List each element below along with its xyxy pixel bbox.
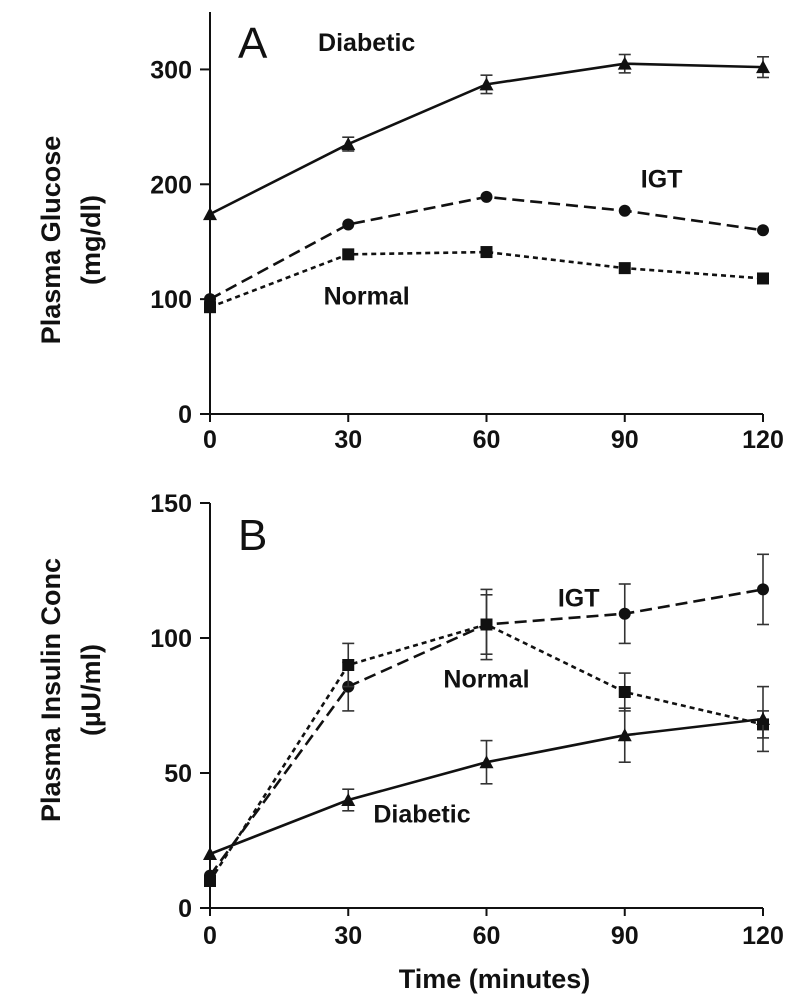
data-point <box>756 60 770 74</box>
data-point <box>203 847 217 860</box>
series-line <box>209 250 764 309</box>
y-tick-label: 200 <box>150 171 192 199</box>
data-point <box>756 712 770 725</box>
y-tick-label: 0 <box>178 401 192 429</box>
panel-a: 0 100 200 300 0 30 60 90 120 A Plasma Glucose (mg/d… <box>36 12 784 454</box>
series-normal: Normal <box>204 593 769 887</box>
panel-letter: A <box>238 19 268 68</box>
series-igt: IGT <box>204 166 769 306</box>
x-tick-label: 120 <box>742 922 784 950</box>
data-point <box>480 618 493 631</box>
series-label: IGT <box>558 585 600 613</box>
y-tick-label: 100 <box>150 625 192 653</box>
y-tick-label: 300 <box>150 56 192 84</box>
data-point <box>617 728 632 742</box>
x-tick-label: 90 <box>611 426 639 454</box>
series-label: Diabetic <box>318 29 415 57</box>
y-tick-label: 150 <box>150 490 192 518</box>
y-tick-label: 0 <box>178 895 192 923</box>
data-point <box>479 755 494 769</box>
y-axis-title: Plasma Glucose <box>36 136 66 345</box>
data-point <box>480 190 493 203</box>
x-axis-title: Time (minutes) <box>399 964 591 994</box>
series-label: Diabetic <box>373 801 470 829</box>
data-point <box>757 272 769 285</box>
data-point <box>204 301 216 314</box>
x-tick-label: 30 <box>334 426 362 454</box>
x-tick-label: 60 <box>473 426 501 454</box>
data-point <box>757 583 769 596</box>
series-label: Normal <box>324 283 410 311</box>
data-point <box>480 246 493 259</box>
data-point <box>342 218 355 231</box>
data-point <box>617 56 632 70</box>
series-label: Normal <box>443 666 529 694</box>
y-axis-subtitle: (µU/ml) <box>76 644 106 736</box>
x-tick-label: 0 <box>203 922 217 950</box>
data-point <box>618 204 631 217</box>
data-point <box>204 875 216 887</box>
y-axis-subtitle: (mg/dl) <box>76 195 106 285</box>
x-tick-label: 30 <box>334 922 362 950</box>
data-point <box>618 686 631 698</box>
data-point <box>757 224 769 237</box>
y-tick-label: 100 <box>150 286 192 314</box>
series-diabetic: Diabetic <box>203 685 770 860</box>
series-normal: Normal <box>204 246 769 314</box>
data-point <box>203 207 217 221</box>
panel-b: 0 50 100 150 0 30 60 90 120 B Plasma Insulin Conc (… <box>36 490 784 994</box>
series-line <box>209 717 764 856</box>
x-tick-label: 0 <box>203 426 217 454</box>
series-diabetic: Diabetic <box>203 29 770 221</box>
series-label: IGT <box>641 166 683 194</box>
data-point <box>341 137 356 151</box>
panel-letter: B <box>238 511 267 560</box>
data-point <box>341 793 356 806</box>
y-tick-label: 50 <box>164 760 192 788</box>
x-tick-label: 120 <box>742 426 784 454</box>
data-point <box>342 659 355 671</box>
data-point <box>618 262 631 275</box>
y-axis-title: Plasma Insulin Conc <box>36 558 66 822</box>
x-tick-label: 90 <box>611 922 639 950</box>
data-point <box>618 607 631 620</box>
data-point <box>479 77 494 91</box>
x-tick-label: 60 <box>473 922 501 950</box>
data-point <box>342 248 355 261</box>
